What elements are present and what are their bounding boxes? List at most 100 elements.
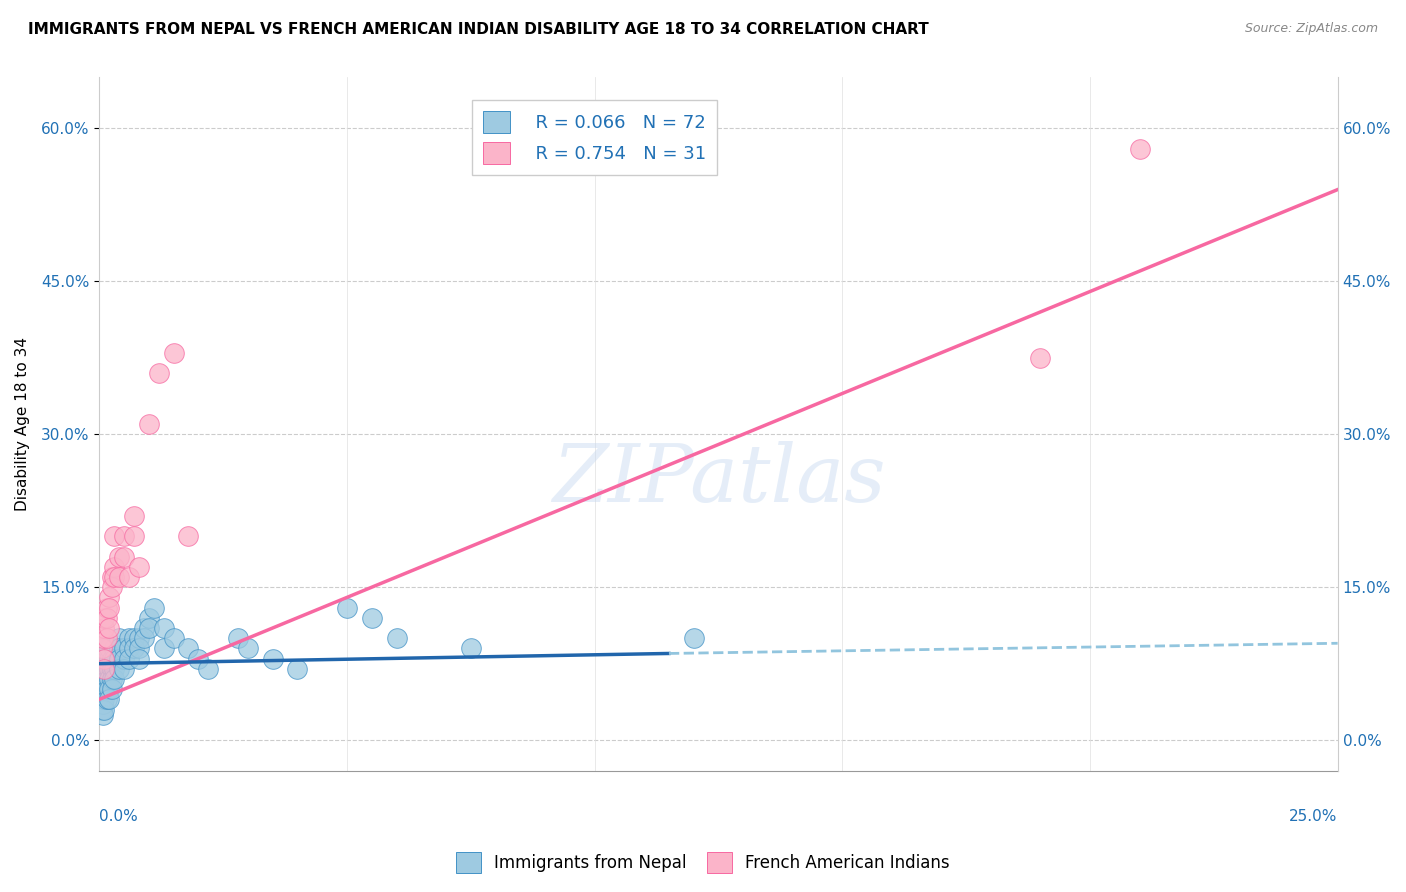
Point bbox=[91, 707, 114, 722]
Point bbox=[90, 641, 112, 656]
Point bbox=[90, 692, 112, 706]
Point bbox=[138, 611, 160, 625]
Point bbox=[112, 549, 135, 564]
Point bbox=[108, 570, 131, 584]
Point bbox=[96, 651, 118, 665]
Point bbox=[98, 662, 121, 676]
Point bbox=[100, 682, 122, 697]
Point bbox=[96, 600, 118, 615]
Point bbox=[98, 672, 121, 686]
Point bbox=[128, 559, 150, 574]
Point bbox=[177, 529, 200, 543]
Point bbox=[128, 631, 150, 645]
Point bbox=[96, 641, 118, 656]
Point bbox=[93, 611, 115, 625]
Text: IMMIGRANTS FROM NEPAL VS FRENCH AMERICAN INDIAN DISABILITY AGE 18 TO 34 CORRELAT: IMMIGRANTS FROM NEPAL VS FRENCH AMERICAN… bbox=[28, 22, 929, 37]
Point bbox=[100, 651, 122, 665]
Point bbox=[262, 651, 284, 665]
Point bbox=[118, 631, 141, 645]
Point bbox=[98, 641, 121, 656]
Point bbox=[197, 662, 219, 676]
Point bbox=[93, 662, 115, 676]
Point bbox=[1029, 351, 1052, 365]
Point bbox=[100, 662, 122, 676]
Point bbox=[108, 662, 131, 676]
Point bbox=[90, 677, 112, 691]
Point bbox=[336, 600, 359, 615]
Text: ZIPatlas: ZIPatlas bbox=[551, 441, 886, 518]
Point bbox=[122, 631, 145, 645]
Point bbox=[98, 621, 121, 635]
Point bbox=[385, 631, 408, 645]
Point bbox=[112, 651, 135, 665]
Point bbox=[93, 641, 115, 656]
Legend: Immigrants from Nepal, French American Indians: Immigrants from Nepal, French American I… bbox=[450, 846, 956, 880]
Point bbox=[177, 641, 200, 656]
Point bbox=[108, 651, 131, 665]
Point bbox=[1128, 142, 1150, 156]
Point bbox=[226, 631, 249, 645]
Point bbox=[103, 672, 125, 686]
Point bbox=[98, 692, 121, 706]
Point bbox=[96, 662, 118, 676]
Point bbox=[162, 631, 184, 645]
Point bbox=[93, 692, 115, 706]
Point bbox=[103, 641, 125, 656]
Point bbox=[682, 631, 704, 645]
Point bbox=[112, 662, 135, 676]
Point bbox=[98, 591, 121, 605]
Point bbox=[112, 529, 135, 543]
Point bbox=[103, 559, 125, 574]
Point bbox=[93, 651, 115, 665]
Point bbox=[287, 662, 309, 676]
Point bbox=[93, 702, 115, 716]
Point bbox=[118, 641, 141, 656]
Point bbox=[100, 672, 122, 686]
Point bbox=[236, 641, 259, 656]
Point bbox=[93, 621, 115, 635]
Point bbox=[132, 621, 155, 635]
Point bbox=[108, 549, 131, 564]
Point bbox=[93, 662, 115, 676]
Point bbox=[112, 641, 135, 656]
Text: Source: ZipAtlas.com: Source: ZipAtlas.com bbox=[1244, 22, 1378, 36]
Point bbox=[96, 682, 118, 697]
Point bbox=[122, 508, 145, 523]
Point bbox=[91, 651, 114, 665]
Point bbox=[98, 682, 121, 697]
Point bbox=[90, 662, 112, 676]
Point bbox=[96, 611, 118, 625]
Y-axis label: Disability Age 18 to 34: Disability Age 18 to 34 bbox=[15, 337, 30, 511]
Point bbox=[128, 641, 150, 656]
Point bbox=[132, 631, 155, 645]
Point bbox=[152, 621, 174, 635]
Point bbox=[108, 631, 131, 645]
Point bbox=[187, 651, 209, 665]
Point bbox=[128, 651, 150, 665]
Point bbox=[152, 641, 174, 656]
Point bbox=[138, 621, 160, 635]
Text: 25.0%: 25.0% bbox=[1289, 809, 1337, 824]
Point bbox=[96, 631, 118, 645]
Point bbox=[122, 641, 145, 656]
Point bbox=[142, 600, 165, 615]
Point bbox=[100, 570, 122, 584]
Point bbox=[90, 702, 112, 716]
Point bbox=[98, 651, 121, 665]
Point bbox=[91, 682, 114, 697]
Point bbox=[460, 641, 482, 656]
Point bbox=[138, 417, 160, 431]
Point bbox=[96, 672, 118, 686]
Point bbox=[118, 570, 141, 584]
Point bbox=[93, 651, 115, 665]
Point bbox=[93, 672, 115, 686]
Point bbox=[103, 662, 125, 676]
Point bbox=[93, 682, 115, 697]
Point bbox=[96, 692, 118, 706]
Legend:   R = 0.066   N = 72,   R = 0.754   N = 31: R = 0.066 N = 72, R = 0.754 N = 31 bbox=[472, 100, 717, 175]
Point bbox=[108, 641, 131, 656]
Point bbox=[100, 580, 122, 594]
Point bbox=[98, 600, 121, 615]
Point bbox=[103, 570, 125, 584]
Point bbox=[162, 345, 184, 359]
